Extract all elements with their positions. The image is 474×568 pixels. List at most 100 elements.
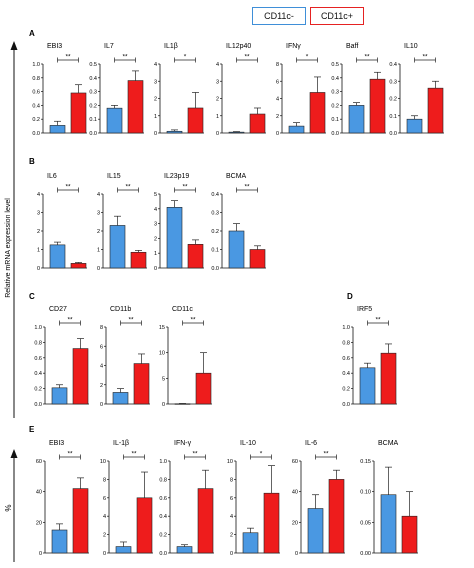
significance-label: ** <box>182 184 188 191</box>
y-tick-label: 0 <box>97 266 100 272</box>
y-tick-label: 0.3 <box>211 211 219 217</box>
y-tick-label: 0.2 <box>389 97 397 103</box>
significance-label: * <box>184 54 187 61</box>
bar-cd11c-pos <box>263 492 280 554</box>
y-tick-label: 2 <box>216 97 219 103</box>
y-tick-label: 8 <box>276 62 279 68</box>
bar-cd11c-neg <box>49 125 66 134</box>
y-tick-label: 0.6 <box>159 496 167 502</box>
bar-cd11c-neg <box>51 387 68 405</box>
chart-c-cd27: CD27 0.0 0.2 0.4 0.6 0.8 1.0 ** <box>34 306 89 408</box>
bar-cd11c-neg <box>242 532 259 554</box>
y-tick-label: 5 <box>154 192 157 198</box>
chart-title: BCMA <box>226 173 247 180</box>
y-tick-label: 0.0 <box>159 551 167 557</box>
chart-title: EBI3 <box>49 440 64 447</box>
y-tick-label: 0.3 <box>89 90 97 96</box>
y-tick-label: 0.2 <box>34 387 42 393</box>
chart-b-il23p19: IL23p19 0 1 2 3 4 5 ** <box>154 173 204 272</box>
y-tick-label: 2 <box>103 533 106 539</box>
bar-cd11c-neg <box>359 367 376 405</box>
significance-label: ** <box>65 184 71 191</box>
y-tick-label: 0.4 <box>211 192 219 198</box>
chart-title: IL6 <box>47 173 57 180</box>
y-tick-label: 0 <box>216 131 219 137</box>
y-tick-label: 0.2 <box>342 387 350 393</box>
y-tick-label: 3 <box>154 79 157 85</box>
chart-a-il10: IL10 0.0 0.1 0.2 0.3 0.4 ** <box>389 43 444 137</box>
y-tick-label: 3 <box>216 79 219 85</box>
ylabel-percent: % <box>4 504 13 511</box>
significance-label: ** <box>67 317 73 324</box>
chart-title: IFNγ <box>286 43 301 50</box>
chart-title: CD11b <box>110 306 131 313</box>
y-tick-label: 1 <box>97 248 100 254</box>
bar-cd11c-neg <box>176 546 193 554</box>
bar-cd11c-neg <box>288 125 305 134</box>
y-tick-label: 2 <box>154 236 157 242</box>
bar-cd11c-pos <box>401 515 418 554</box>
y-tick-label: 4 <box>216 62 219 68</box>
y-tick-label: 0.2 <box>211 229 219 235</box>
y-tick-label: 60 <box>36 459 42 465</box>
y-tick-label: 1.0 <box>342 325 350 331</box>
y-tick-label: 0.0 <box>342 402 350 408</box>
chart-e-il1: IL-1β 0 2 4 6 8 10 ** <box>100 440 153 557</box>
figure-frame: Relative mRNA expression level % A B C D… <box>4 29 353 562</box>
y-tick-label: 15 <box>159 325 165 331</box>
chart-a-baff: Baff 0.0 0.1 0.2 0.3 0.4 0.5 ** <box>331 43 386 137</box>
chart-title: IRF5 <box>357 306 372 313</box>
chart-title: IL12p40 <box>226 43 251 50</box>
bar-cd11c-neg <box>166 130 183 134</box>
chart-c-cd11b: CD11b 0 2 4 6 8 ** <box>100 306 150 408</box>
y-tick-label: 0 <box>100 402 103 408</box>
chart-title: BCMA <box>378 440 399 447</box>
bar-cd11c-pos <box>249 113 266 134</box>
y-tick-label: 0.05 <box>360 520 371 526</box>
y-tick-label: 60 <box>292 459 298 465</box>
bar-cd11c-pos <box>70 263 87 269</box>
significance-label: ** <box>125 184 131 191</box>
bar-cd11c-neg <box>51 529 68 554</box>
significance-label: * <box>260 451 263 458</box>
y-tick-label: 2 <box>230 533 233 539</box>
y-tick-label: 0.6 <box>342 356 350 362</box>
y-tick-label: 0.6 <box>32 90 40 96</box>
bar-cd11c-neg <box>307 508 324 554</box>
bar-cd11c-pos <box>197 488 214 554</box>
y-tick-label: 0.4 <box>389 62 397 68</box>
y-tick-label: 6 <box>100 344 103 350</box>
chart-b-il6: IL6 0 1 2 3 4 ** <box>37 173 87 272</box>
y-tick-label: 0.1 <box>389 114 397 120</box>
significance-label: ** <box>244 54 250 61</box>
y-tick-label: 0.4 <box>32 103 40 109</box>
y-tick-label: 0 <box>39 551 42 557</box>
chart-e-ifn: IFN-γ 0.0 0.2 0.4 0.6 0.8 1.0 ** <box>159 440 214 557</box>
y-tick-label: 0.15 <box>360 459 371 465</box>
y-tick-label: 0.2 <box>89 103 97 109</box>
chart-b-il15: IL15 0 1 2 3 4 ** <box>97 173 147 272</box>
y-tick-label: 8 <box>100 325 103 331</box>
chart-e-ebi3: EBI3 0 20 40 60 ** <box>36 440 89 557</box>
y-tick-label: 4 <box>276 97 279 103</box>
y-tick-label: 0.6 <box>34 356 42 362</box>
y-tick-label: 3 <box>154 222 157 228</box>
y-tick-label: 1.0 <box>159 459 167 465</box>
y-tick-label: 40 <box>292 490 298 496</box>
y-tick-label: 2 <box>97 229 100 235</box>
y-tick-label: 0.00 <box>360 551 371 557</box>
y-tick-label: 0.4 <box>342 371 350 377</box>
chart-title: IL23p19 <box>164 173 189 180</box>
y-tick-label: 0 <box>162 402 165 408</box>
y-tick-label: 0.0 <box>32 131 40 137</box>
significance-label: ** <box>364 54 370 61</box>
y-tick-label: 6 <box>230 496 233 502</box>
charts: EBI30.00.20.40.60.81.0**IL70.00.10.20.30… <box>32 43 444 557</box>
bar-cd11c-neg <box>380 494 397 554</box>
bar-cd11c-neg <box>228 230 245 269</box>
bar-cd11c-pos <box>249 249 266 269</box>
y-tick-label: 0.4 <box>159 514 167 520</box>
bar-cd11c-pos <box>187 107 204 134</box>
chart-e-bcma: BCMA 0.00 0.05 0.10 0.15 <box>360 440 418 557</box>
bar-cd11c-neg <box>348 105 365 134</box>
